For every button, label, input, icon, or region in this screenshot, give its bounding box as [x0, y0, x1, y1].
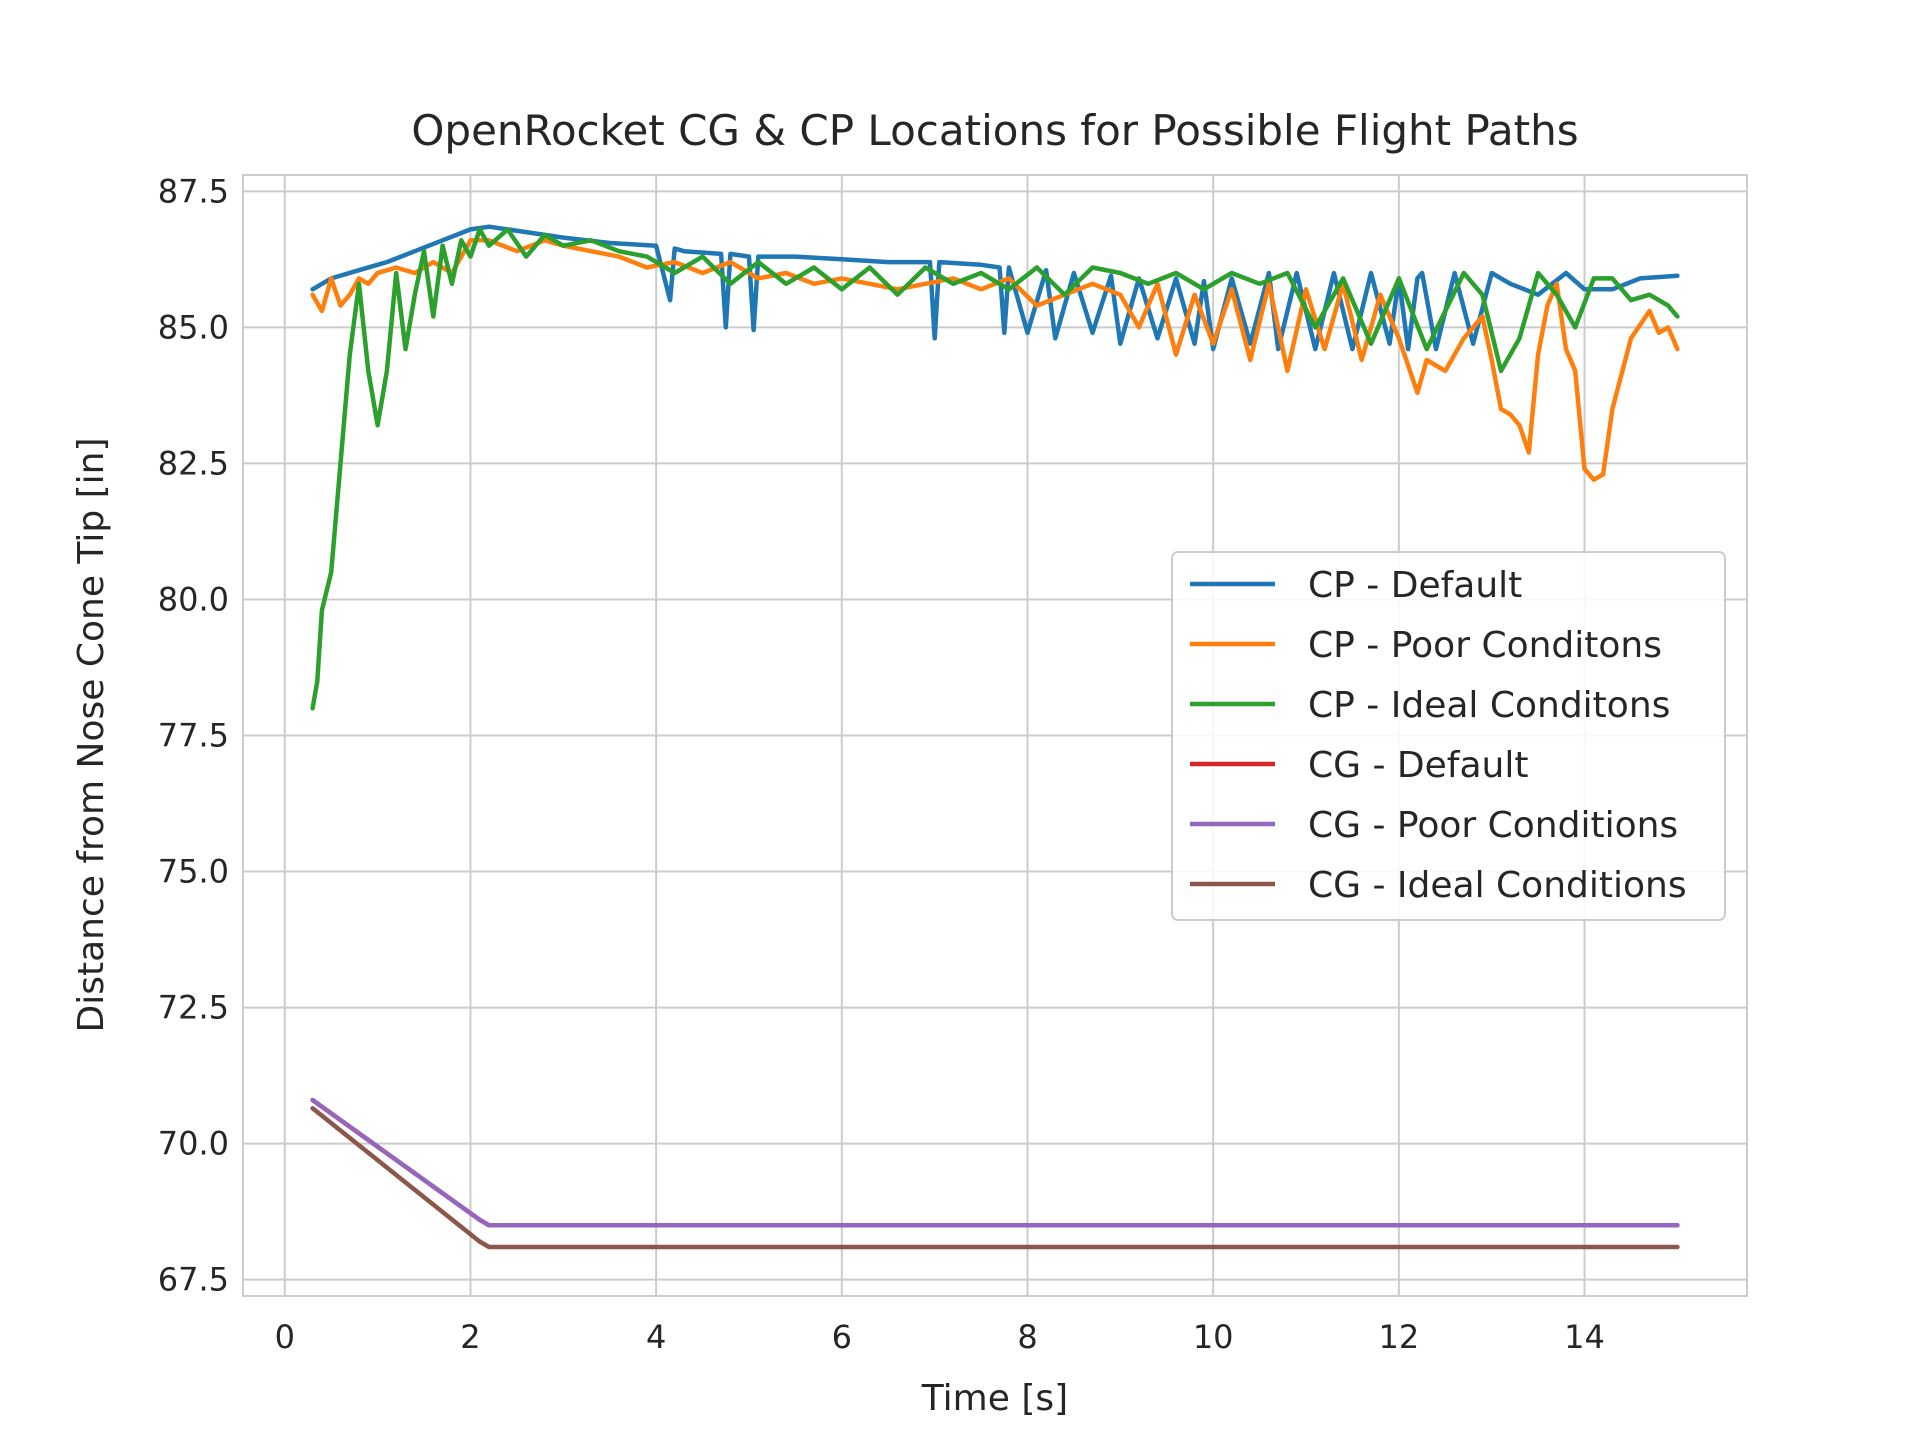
x-tick-label: 12: [1378, 1318, 1419, 1356]
y-tick-label: 75.0: [158, 853, 229, 891]
legend: CP - Default CP - Poor Conditons CP - Idea…: [1171, 551, 1726, 921]
series-line-cg-ideal-conditions: [310, 1106, 1680, 1250]
series-layer: [310, 224, 1680, 1250]
legend-box: [1171, 551, 1726, 921]
x-tick-label: 4: [646, 1318, 666, 1356]
legend-label: CP - Poor Conditons: [1308, 625, 1662, 666]
x-tick-label: 14: [1564, 1318, 1605, 1356]
y-tick-label: 85.0: [158, 308, 229, 346]
x-tick-label: 8: [1017, 1318, 1037, 1356]
x-axis-label: Time [s]: [921, 1378, 1068, 1419]
x-tick-label: 6: [832, 1318, 852, 1356]
series-line-cp-poor-conditons: [310, 238, 1680, 482]
legend-label: CP - Default: [1308, 565, 1522, 606]
x-tick-label: 2: [460, 1318, 480, 1356]
legend-label: CG - Default: [1308, 745, 1528, 786]
x-tick-label: 10: [1193, 1318, 1234, 1356]
legend-label: CP - Ideal Conditons: [1308, 685, 1670, 726]
y-tick-label: 67.5: [158, 1261, 229, 1299]
y-tick-label: 87.5: [158, 172, 229, 210]
series-line-cp-ideal-conditons: [310, 227, 1680, 711]
y-tick-label: 77.5: [158, 717, 229, 755]
legend-label: CG - Poor Conditions: [1308, 805, 1678, 846]
y-tick-label: 80.0: [158, 580, 229, 618]
x-tick-label: 0: [275, 1318, 295, 1356]
y-tick-label: 82.5: [158, 444, 229, 482]
y-tick-label: 72.5: [158, 989, 229, 1027]
legend-label: CG - Ideal Conditions: [1308, 865, 1687, 906]
series-line-cg-poor-conditions: [310, 1097, 1680, 1228]
chart-title: OpenRocket CG & CP Locations for Possibl…: [411, 106, 1578, 155]
tick-labels: 0 2 4 6 8 10 12 14 67.5 70.0 72.5 75.0 77.5 80.0 82.5 8…: [158, 172, 1605, 1356]
y-axis-label: Distance from Nose Cone Tip [in]: [71, 437, 112, 1032]
y-tick-label: 70.0: [158, 1125, 229, 1163]
